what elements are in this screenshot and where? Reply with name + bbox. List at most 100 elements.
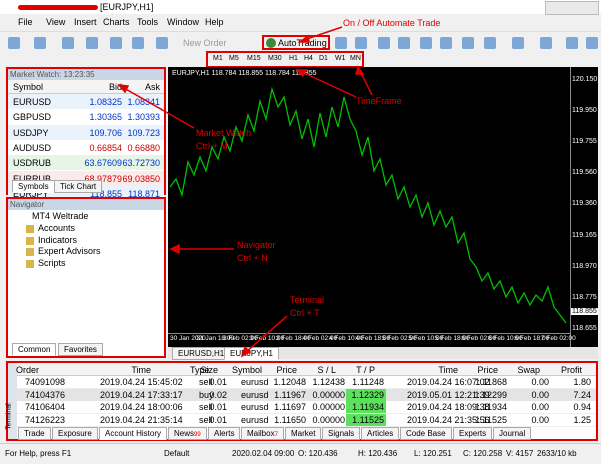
history-row[interactable]: 74091098 2019.04.24 15:45:02 sell 0.01 eurus… (17, 376, 596, 389)
column-header: Time (438, 365, 458, 375)
autotrading-button[interactable]: AutoTrading (278, 38, 327, 48)
cell: 0.00 (531, 377, 549, 387)
cell: 2019.04.24 18:09:38 (407, 402, 490, 412)
terminal-tab[interactable]: Account History (99, 427, 168, 440)
menu-item[interactable]: Help (205, 17, 224, 27)
history-row[interactable]: 74106404 2019.04.24 18:00:06 sell 0.01 eurus… (17, 401, 596, 414)
tab-badge: 99 (194, 432, 201, 438)
menu-item[interactable]: View (46, 17, 66, 27)
toolbar-icon[interactable] (566, 37, 578, 49)
toolbar-icon[interactable] (420, 37, 432, 49)
terminal-tab[interactable]: Signals (322, 427, 361, 440)
toolbar-icon[interactable] (62, 37, 74, 49)
toolbar-icon[interactable] (8, 37, 20, 49)
timeframe-button[interactable]: M1 (213, 55, 223, 62)
status-field: Default (164, 449, 190, 458)
timeframe-button[interactable]: M5 (229, 55, 239, 62)
column-header: Swap (517, 365, 540, 375)
timeframe-button[interactable]: D1 (319, 55, 328, 62)
cell: 1.11967 (274, 389, 306, 400)
terminal-tab[interactable]: Trade (18, 427, 51, 440)
timeframe-button[interactable]: MN (350, 55, 361, 62)
panel-tab[interactable]: Common (12, 343, 57, 356)
panel-tab[interactable]: Tick Chart (54, 180, 103, 193)
toolbar-icon[interactable] (110, 37, 122, 49)
cell: 74126223 (25, 414, 66, 425)
column-header: Price (276, 365, 297, 375)
tree-item[interactable]: Scripts (38, 257, 66, 268)
cell: 1.25 (573, 414, 591, 425)
toolbar-icon[interactable] (440, 37, 452, 49)
toolbar-icon[interactable] (586, 37, 598, 49)
table-header (17, 363, 596, 376)
symbol-row[interactable]: EURUSD 1.08325 1.08341 (8, 94, 164, 109)
tab-label: Experts (459, 429, 487, 438)
cell: EURJPY (13, 188, 49, 199)
menu-item[interactable]: Charts (103, 17, 130, 27)
timeframe-button[interactable]: M15 (247, 55, 261, 62)
tree-item[interactable]: Indicators (38, 234, 78, 245)
new-order-button[interactable]: New Order (183, 38, 227, 48)
toolbar-icon[interactable] (484, 37, 496, 49)
cell: 2019.04.24 15:45:02 (100, 377, 183, 387)
window-controls[interactable] (545, 1, 599, 15)
toolbar-icon[interactable] (34, 37, 46, 49)
toolbar-icon[interactable] (86, 37, 98, 49)
status-field: L: 120.251 (414, 449, 452, 458)
toolbar-icon[interactable] (540, 37, 552, 49)
cell: 1.11248 (352, 377, 384, 387)
terminal: Terminal Order Time Type Size Symbol Price S /… (6, 361, 598, 441)
terminal-tab[interactable]: Market (285, 427, 322, 440)
current-price: 118.855 (571, 308, 598, 315)
cell: eurusd (241, 389, 269, 400)
time-label: 4 Feb 02:00 (302, 335, 338, 342)
terminal-tab[interactable]: Experts (453, 427, 493, 440)
symbol-row[interactable]: USDRUB 63.67609 63.72730 (8, 155, 164, 171)
symbol-row[interactable]: USDJPY 109.706 109.723 (8, 124, 164, 140)
symbol-row[interactable]: GBPUSD 1.30365 1.30393 (8, 109, 164, 125)
cell: 74104376 (25, 389, 66, 400)
cell: eurusd (241, 414, 269, 425)
chart-tab[interactable]: EURUSD,H1 (172, 347, 231, 360)
toolbar-icon[interactable] (156, 37, 168, 49)
time-label: 4 Feb 18:00 (355, 335, 391, 342)
cell: 0.66854 (89, 142, 122, 153)
toolbar-icon[interactable] (335, 37, 347, 49)
timeframe-button[interactable]: M30 (268, 55, 282, 62)
terminal-tab[interactable]: Exposure (52, 427, 98, 440)
toolbar-icon[interactable] (462, 37, 474, 49)
panel-title: Market Watch: 13:23:35 (8, 69, 164, 80)
tab-label: News (174, 429, 195, 438)
history-row[interactable]: 74126223 2019.04.24 21:35:14 sell 0.01 eurus… (17, 413, 596, 427)
menu-item[interactable]: Window (167, 17, 200, 27)
terminal-tab[interactable]: Journal (493, 427, 532, 440)
panel-tab[interactable]: Symbols (12, 180, 55, 193)
tree-root[interactable]: MT4 Weltrade (32, 211, 89, 221)
menu-item[interactable]: File (18, 17, 33, 27)
menu-item[interactable]: Insert (74, 17, 97, 27)
symbol-row[interactable]: AUDUSD 0.66854 0.66880 (8, 139, 164, 155)
terminal-tab[interactable]: Mailbox7 (241, 427, 284, 440)
timeframe-button[interactable]: W1 (335, 55, 346, 62)
toolbar-icon[interactable] (355, 37, 367, 49)
timeframe-button[interactable]: H4 (304, 55, 313, 62)
terminal-tab[interactable]: Alerts (208, 427, 241, 440)
chart-tab[interactable]: EURJPY,H1 (224, 347, 279, 360)
menu-item[interactable]: Tools (137, 17, 159, 27)
history-row[interactable]: 74104376 2019.04.24 17:33:17 buy 0.02 eurusd… (17, 388, 596, 402)
tree-item[interactable]: Expert Advisors (38, 246, 101, 256)
terminal-tab[interactable]: News99 (168, 427, 207, 440)
tree-item[interactable]: Accounts (38, 223, 76, 233)
terminal-tab[interactable]: Articles (361, 427, 400, 440)
time-label: 3 Feb 02:00 (223, 335, 258, 342)
annotation: On / Off Automate Trade (343, 18, 441, 28)
price-label: 118.655 (572, 324, 597, 332)
toolbar-icon[interactable] (132, 37, 144, 49)
toolbar-icon[interactable] (398, 37, 410, 49)
toolbar-icon[interactable] (378, 37, 390, 49)
tab-label: Alerts (214, 429, 235, 438)
terminal-tab[interactable]: Code Base (400, 427, 452, 440)
panel-tab[interactable]: Favorites (58, 343, 103, 356)
timeframe-button[interactable]: H1 (289, 55, 298, 62)
toolbar-icon[interactable] (512, 37, 524, 49)
